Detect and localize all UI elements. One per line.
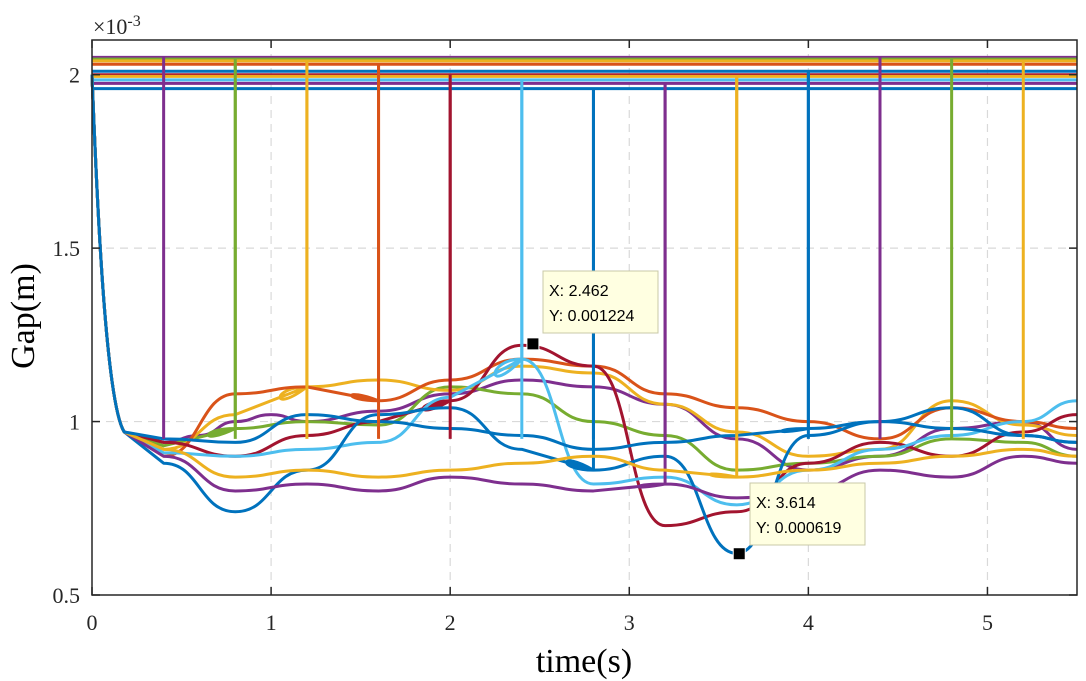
datatip-y-label-1: Y: 0.000619 bbox=[756, 520, 842, 537]
series-line-2 bbox=[90, 60, 1078, 458]
ticks-group: 0 1 2 3 4 5 0.5 1 1.5 2 bbox=[53, 40, 1077, 635]
datatip-marker-1 bbox=[732, 547, 746, 561]
y-axis-label: Gap(m) bbox=[5, 263, 42, 369]
y-multiplier-exponent: -3 bbox=[127, 13, 140, 30]
x-tick-label-4: 4 bbox=[803, 610, 814, 635]
x-tick-label-2: 2 bbox=[445, 610, 456, 635]
y-tick-label-2: 1.5 bbox=[53, 236, 81, 261]
axes-frame bbox=[91, 39, 1078, 596]
datatip-x-label-1: X: 3.614 bbox=[756, 495, 816, 512]
datatip-marker-0 bbox=[526, 337, 540, 351]
x-tick-label-3: 3 bbox=[624, 610, 635, 635]
series-line-3 bbox=[90, 64, 1078, 458]
y-tick-label-1: 1 bbox=[69, 410, 80, 435]
datatip-box-0 bbox=[542, 270, 659, 334]
datatip-y-label-0: Y: 0.001224 bbox=[549, 308, 635, 325]
datatip-x-label-0: X: 2.462 bbox=[549, 283, 609, 300]
x-tick-label-1: 1 bbox=[266, 610, 277, 635]
datatip-box-1 bbox=[749, 482, 866, 546]
plot-frame bbox=[91, 39, 1078, 596]
x-tick-label-0: 0 bbox=[87, 610, 98, 635]
series-group bbox=[90, 55, 1078, 555]
x-axis-label: time(s) bbox=[536, 643, 632, 680]
datatips-group: X: 2.462 Y: 0.001224 X: 3.614 Y: 0.000619 bbox=[526, 270, 866, 561]
y-tick-label-0: 0.5 bbox=[53, 583, 81, 608]
y-tick-label-3: 2 bbox=[69, 63, 80, 88]
x-tick-label-5: 5 bbox=[982, 610, 993, 635]
y-multiplier-label: ×10-3 bbox=[93, 13, 141, 39]
